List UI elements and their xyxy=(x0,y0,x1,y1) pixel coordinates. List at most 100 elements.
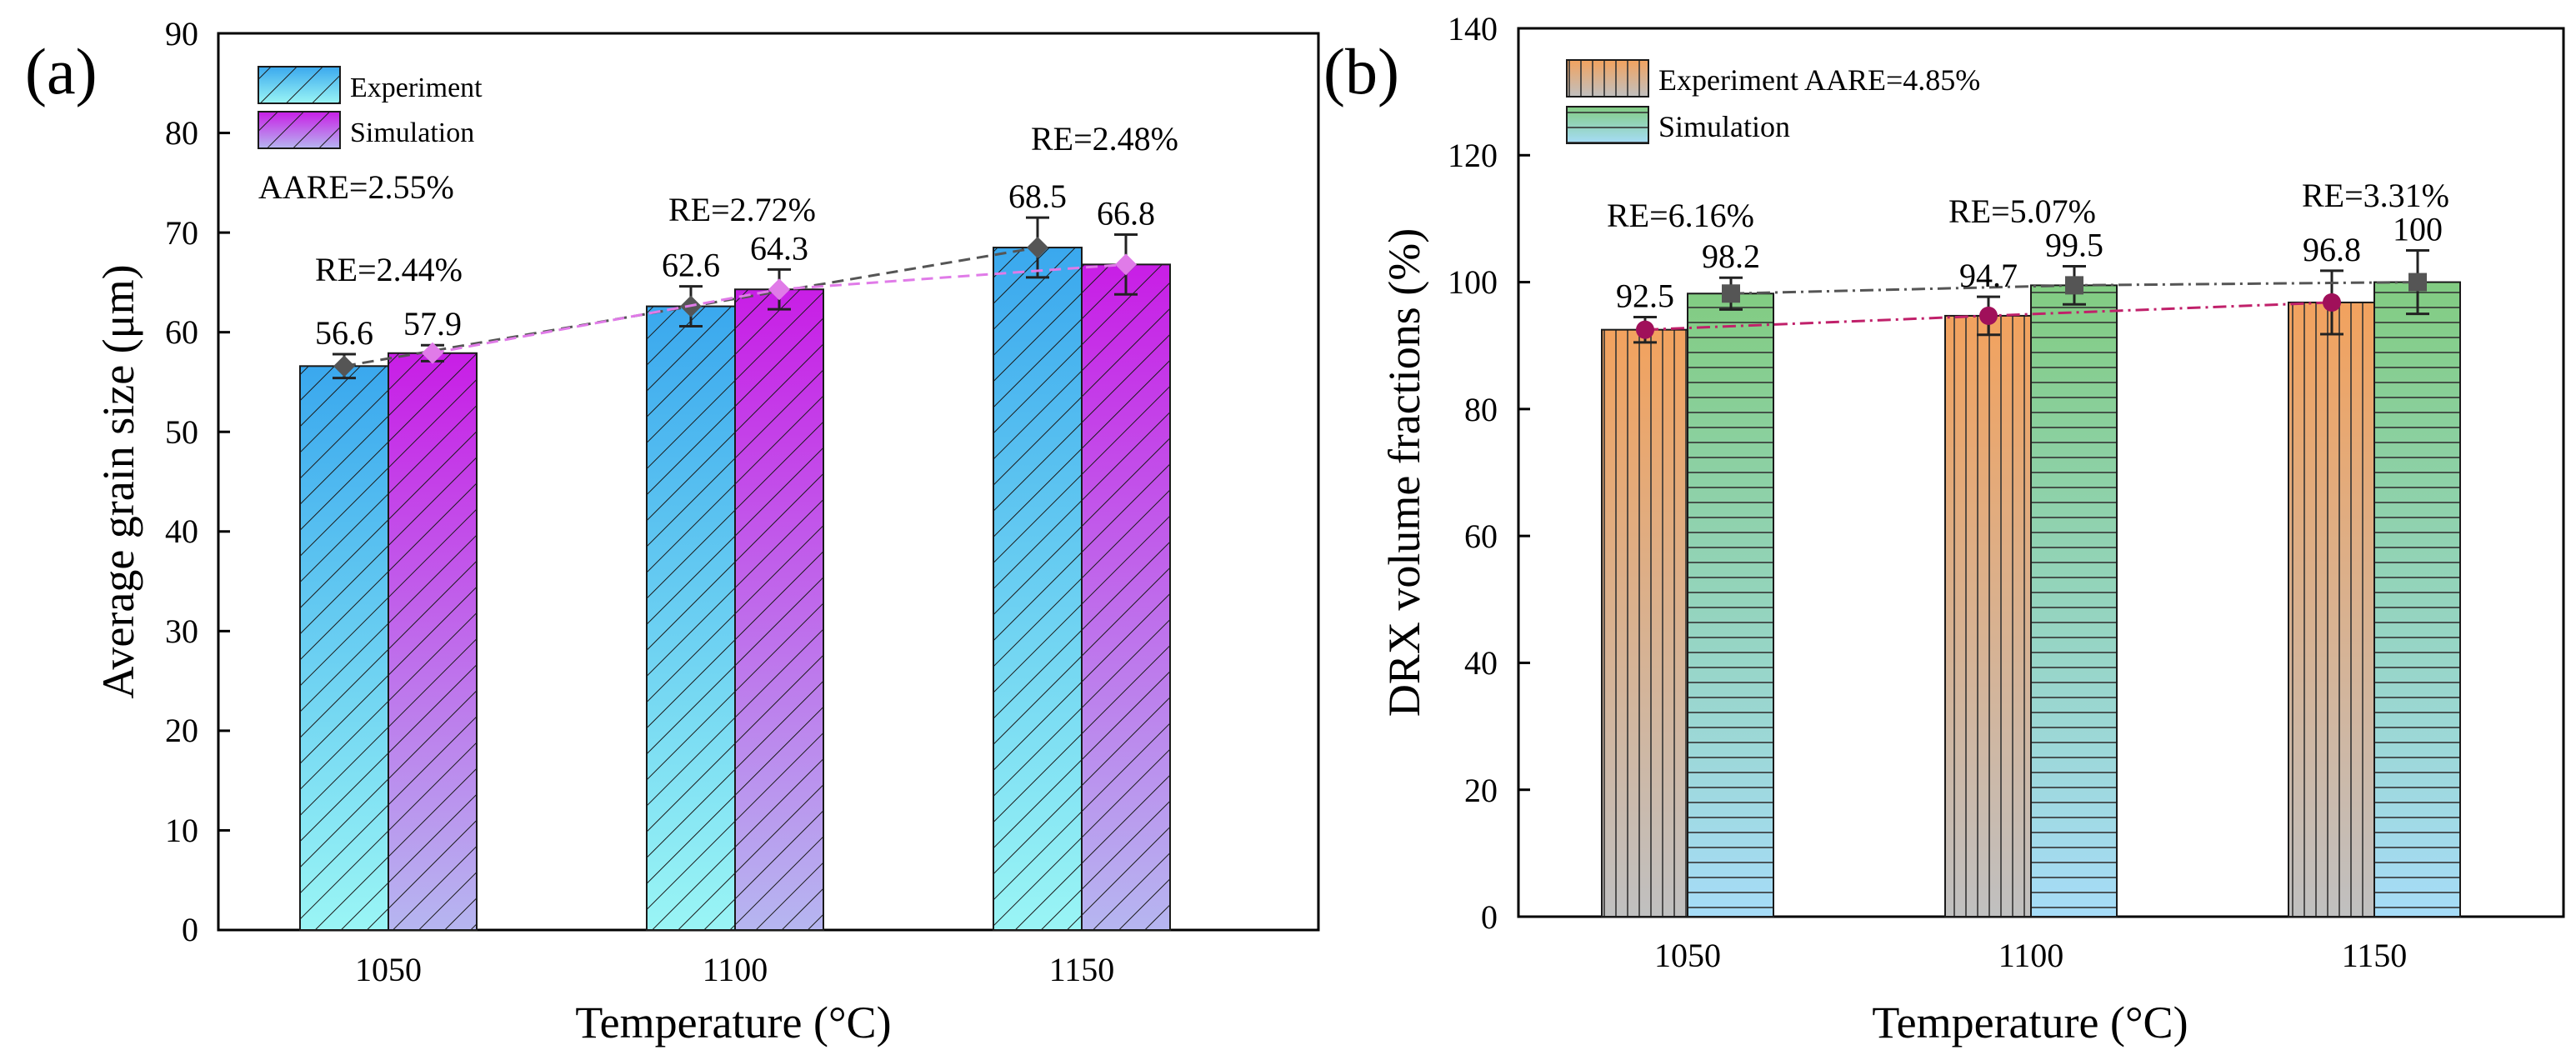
legend-swatch-simulation-hatch xyxy=(258,111,341,149)
re-annotation: RE=2.44% xyxy=(315,251,463,288)
data-point-marker xyxy=(1027,237,1048,259)
y-tick-label-a: 70 xyxy=(165,214,198,252)
value-label: 68.5 xyxy=(1008,178,1067,215)
y-tick-label-a: 20 xyxy=(165,712,198,749)
legend-a: Experiment Simulation xyxy=(258,66,483,149)
re-annotation: RE=6.16% xyxy=(1607,197,1754,234)
y-tick-label-a: 80 xyxy=(165,114,198,152)
data-point-marker xyxy=(2065,276,2083,295)
data-point-marker xyxy=(1722,284,1740,303)
value-label: 98.2 xyxy=(1702,238,1760,275)
bar-group-a-1150 xyxy=(993,247,1171,931)
legend-label-experiment: Experiment xyxy=(350,72,483,103)
y-tick-label-b: 20 xyxy=(1464,772,1498,809)
y-tick-label-a: 30 xyxy=(165,612,198,650)
value-label: 100 xyxy=(2393,211,2443,248)
value-label: 92.5 xyxy=(1616,277,1674,314)
y-tick-label-a: 10 xyxy=(165,812,198,849)
legend-label-experiment: Experiment AARE=4.85% xyxy=(1658,63,1980,97)
bars-b xyxy=(1601,281,2461,918)
chart-panel-b: (b) 0 20 40 60 80 100 120 140 DRX volume… xyxy=(1323,10,2565,1048)
re-annotation: RE=2.48% xyxy=(1031,120,1178,158)
re-annotation: RE=2.72% xyxy=(668,191,816,228)
x-tick-label-b: 1050 xyxy=(1654,937,1721,974)
bar-simulation-1100-hatch xyxy=(2030,284,2118,918)
legend-swatch-experiment-hatch xyxy=(258,66,341,104)
data-point-marker xyxy=(1979,306,1998,325)
y-tick-label-a: 40 xyxy=(165,512,198,550)
x-axis-label-b: Temperature (°C) xyxy=(1872,998,2188,1048)
y-tick-label-b: 80 xyxy=(1464,391,1498,428)
bar-group-b-1150 xyxy=(2288,281,2461,918)
value-labels-a: 56.6 57.9 62.6 64.3 68.5 66.8 xyxy=(315,178,1155,352)
re-annotation: RE=5.07% xyxy=(1948,192,2096,230)
legend-b: Experiment AARE=4.85% Simulation xyxy=(1566,59,1980,144)
bar-simulation-1100-hatch xyxy=(734,288,824,932)
bar-simulation-1050-hatch xyxy=(1687,292,1774,918)
bar-simulation-1050-hatch xyxy=(388,352,478,932)
value-label: 94.7 xyxy=(1959,257,2018,294)
legend-item-experiment-a: Experiment xyxy=(258,66,483,104)
trend-lines-a xyxy=(333,216,1138,380)
legend-label-simulation: Simulation xyxy=(350,118,474,148)
data-point-marker xyxy=(1115,253,1137,276)
bar-group-a-1100 xyxy=(646,288,824,932)
value-label: 57.9 xyxy=(403,305,462,342)
y-tick-label-a: 50 xyxy=(165,413,198,451)
x-tick-label-a: 1100 xyxy=(703,951,768,988)
data-point-marker xyxy=(422,342,443,364)
annotations-a: AARE=2.55% RE=2.44% RE=2.72% RE=2.48% xyxy=(258,120,1178,288)
bar-group-b-1100 xyxy=(1944,284,2118,918)
y-tick-label-b: 0 xyxy=(1481,898,1498,936)
value-label: 62.6 xyxy=(662,247,720,284)
data-point-marker xyxy=(768,278,790,301)
y-tick-label-b: 120 xyxy=(1448,137,1498,174)
bar-simulation-1150-hatch xyxy=(1081,263,1171,931)
legend-swatch-simulation-hatch xyxy=(1566,106,1649,144)
x-axis-a: 1050 1100 1150 xyxy=(355,951,1114,988)
data-point-marker xyxy=(333,355,355,378)
value-label: 99.5 xyxy=(2045,227,2103,264)
y-axis-b: 0 20 40 60 80 100 120 140 xyxy=(1448,10,1498,936)
y-tick-label-a: 90 xyxy=(165,15,198,52)
bar-experiment-1050-hatch xyxy=(299,365,389,931)
x-tick-label-b: 1150 xyxy=(2342,937,2408,974)
legend-label-simulation: Simulation xyxy=(1658,110,1790,143)
trend-lines-b xyxy=(1633,249,2429,344)
aare-annotation-a: AARE=2.55% xyxy=(258,168,454,206)
bar-experiment-1050-hatch xyxy=(1601,328,1688,918)
re-annotation: RE=3.31% xyxy=(2302,177,2449,214)
value-label: 64.3 xyxy=(750,229,808,267)
data-point-marker xyxy=(2408,272,2427,292)
panel-label-a: (a) xyxy=(25,35,98,108)
bar-simulation-1150-hatch xyxy=(2373,281,2461,918)
bar-experiment-1100-hatch xyxy=(646,305,736,931)
y-axis-a: 0 10 20 30 40 50 60 70 80 90 xyxy=(165,15,198,948)
y-axis-label-a: Average grain size (μm) xyxy=(93,264,143,698)
panel-label-b: (b) xyxy=(1323,35,1399,108)
chart-panel-a: (a) 0 10 20 30 40 50 60 70 80 90 Average… xyxy=(25,15,1320,1048)
bar-experiment-1150-hatch xyxy=(2288,301,2375,918)
x-tick-label-a: 1050 xyxy=(355,951,422,988)
bar-experiment-1100-hatch xyxy=(1944,314,2032,918)
y-tick-label-b: 100 xyxy=(1448,263,1498,301)
y-axis-label-b: DRX volume fractions (%) xyxy=(1379,228,1429,717)
x-axis-label-a: Temperature (°C) xyxy=(575,998,891,1048)
bar-group-a-1050 xyxy=(299,352,478,932)
y-tick-label-a: 0 xyxy=(182,911,198,948)
value-label: 66.8 xyxy=(1097,195,1155,232)
x-axis-b: 1050 1100 1150 xyxy=(1654,937,2407,974)
bar-group-b-1050 xyxy=(1601,292,1774,918)
data-point-marker xyxy=(2323,292,2341,312)
data-point-marker xyxy=(1636,320,1654,339)
x-tick-label-b: 1100 xyxy=(1998,937,2064,974)
legend-item-simulation-a: Simulation xyxy=(258,111,474,149)
y-tick-label-a: 60 xyxy=(165,313,198,351)
value-label: 56.6 xyxy=(315,314,373,352)
legend-item-simulation-b: Simulation xyxy=(1566,106,1790,144)
legend-item-experiment-b: Experiment AARE=4.85% xyxy=(1566,59,1980,98)
bar-experiment-1150-hatch xyxy=(993,247,1083,931)
x-tick-label-a: 1150 xyxy=(1049,951,1115,988)
y-tick-label-b: 140 xyxy=(1448,10,1498,48)
value-label: 96.8 xyxy=(2303,231,2361,268)
